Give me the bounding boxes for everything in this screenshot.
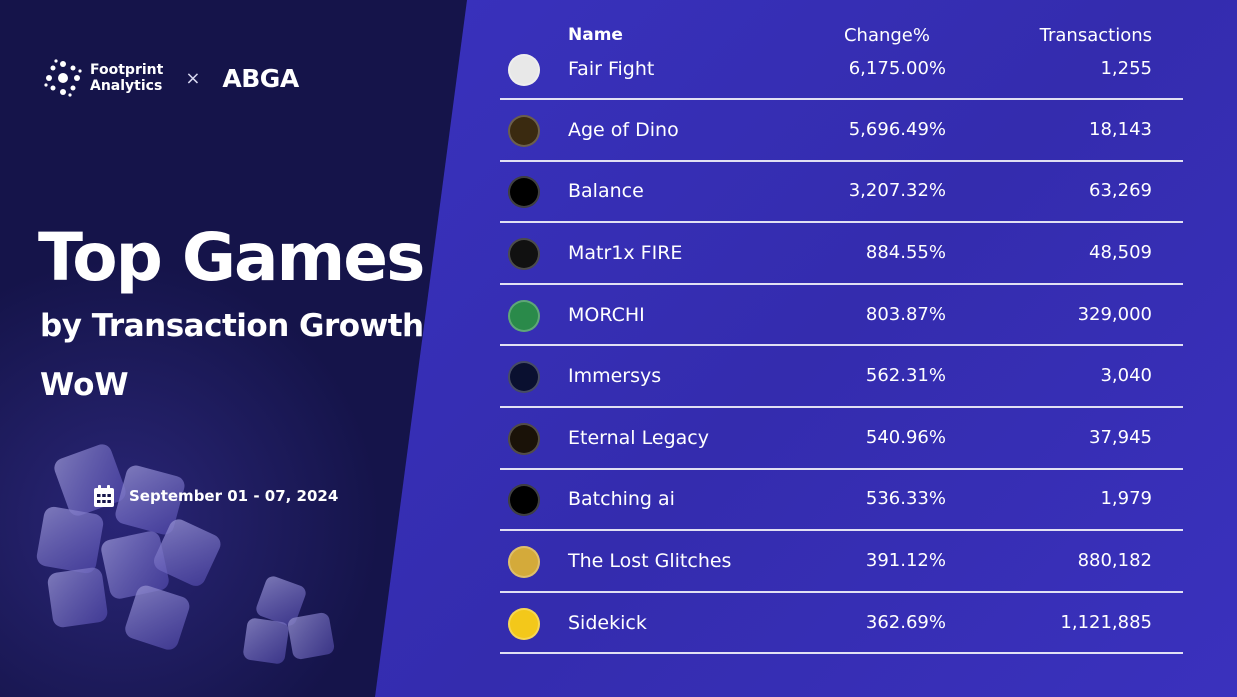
table-row: Age of Dino 5,696.49% 18,143 [500, 100, 1183, 162]
table-row: Fair Fight 6,175.00% 1,255 [500, 50, 1183, 100]
date-range: September 01 - 07, 2024 [93, 484, 338, 508]
table-header: Name Change% Transactions [500, 20, 1183, 50]
change-percent: 536.33% [865, 488, 946, 510]
calendar-icon [94, 485, 114, 507]
game-name: The Lost Glitches [568, 549, 732, 572]
footprint-wordmark-line1: Footprint [90, 62, 164, 78]
table-body: Fair Fight 6,175.00% 1,255 Age of Dino 5,696… [500, 50, 1183, 655]
table-row: The Lost Glitches 391.12% 880,182 [500, 531, 1183, 593]
table-row: MORCHI 803.87% 329,000 [500, 285, 1183, 347]
game-name: Matr1x FIRE [568, 241, 683, 264]
footprint-logo-icon [44, 59, 82, 97]
game-name: Age of Dino [568, 118, 679, 141]
transaction-count: 3,040 [1100, 365, 1152, 387]
transaction-count: 48,509 [1089, 241, 1152, 263]
eternal-legacy-icon [508, 422, 540, 455]
morchi-icon [508, 299, 540, 332]
batching-ai-icon [508, 484, 540, 517]
column-header-change: Change% [843, 25, 930, 46]
transaction-count: 1,121,885 [1060, 611, 1152, 633]
game-name: Eternal Legacy [568, 426, 709, 449]
change-percent: 391.12% [865, 549, 946, 571]
game-name: Batching ai [568, 488, 675, 511]
page-subtitle: by Transaction Growth [40, 308, 424, 344]
balance-icon [508, 176, 540, 209]
matr1x-fire-icon [508, 237, 540, 270]
page-title: Top Games [38, 219, 425, 296]
game-name: Sidekick [568, 611, 647, 634]
change-percent: 803.87% [865, 303, 946, 325]
partner-separator: × [185, 67, 201, 89]
abga-logo: ABGA [222, 63, 299, 93]
game-name: Immersys [568, 365, 662, 388]
brand-header: Footprint Analytics × ABGA [42, 58, 299, 98]
change-percent: 5,696.49% [848, 118, 946, 140]
game-name: Balance [568, 180, 644, 203]
column-header-transactions: Transactions [1039, 25, 1152, 46]
table-row: Batching ai 536.33% 1,979 [500, 470, 1183, 532]
decorative-cubes-graphic [36, 444, 335, 664]
transaction-count: 1,255 [1100, 58, 1152, 79]
change-percent: 884.55% [865, 241, 946, 263]
table-row: Matr1x FIRE 884.55% 48,509 [500, 223, 1183, 285]
transaction-count: 37,945 [1089, 426, 1152, 448]
fair-fight-icon [508, 54, 540, 86]
game-name: MORCHI [568, 303, 645, 326]
table-row: Immersys 562.31% 3,040 [500, 346, 1183, 408]
game-name: Fair Fight [568, 58, 655, 80]
change-percent: 362.69% [865, 611, 946, 633]
immersys-icon [508, 361, 540, 394]
change-percent: 540.96% [865, 426, 946, 448]
transaction-count: 880,182 [1077, 549, 1152, 571]
table-row: Balance 3,207.32% 63,269 [500, 162, 1183, 224]
date-range-text: September 01 - 07, 2024 [129, 487, 339, 505]
transaction-count: 63,269 [1089, 180, 1152, 202]
transaction-count: 329,000 [1077, 303, 1152, 325]
column-header-name: Name [568, 25, 623, 45]
table-row: Sidekick 362.69% 1,121,885 [500, 593, 1183, 655]
sidekick-icon [508, 607, 540, 640]
the-lost-glitches-icon [508, 545, 540, 578]
games-table: Name Change% Transactions Fair Fight 6,17… [500, 20, 1183, 655]
change-percent: 3,207.32% [848, 180, 946, 202]
table-row: Eternal Legacy 540.96% 37,945 [500, 408, 1183, 470]
change-percent: 6,175.00% [848, 58, 946, 79]
change-percent: 562.31% [865, 365, 946, 387]
footprint-wordmark-line2: Analytics [90, 78, 163, 94]
transaction-count: 1,979 [1100, 488, 1152, 510]
age-of-dino-icon [508, 114, 540, 147]
footprint-wordmark: Footprint Analytics [90, 62, 163, 94]
page-subtitle-period: WoW [40, 367, 129, 403]
transaction-count: 18,143 [1089, 118, 1152, 140]
